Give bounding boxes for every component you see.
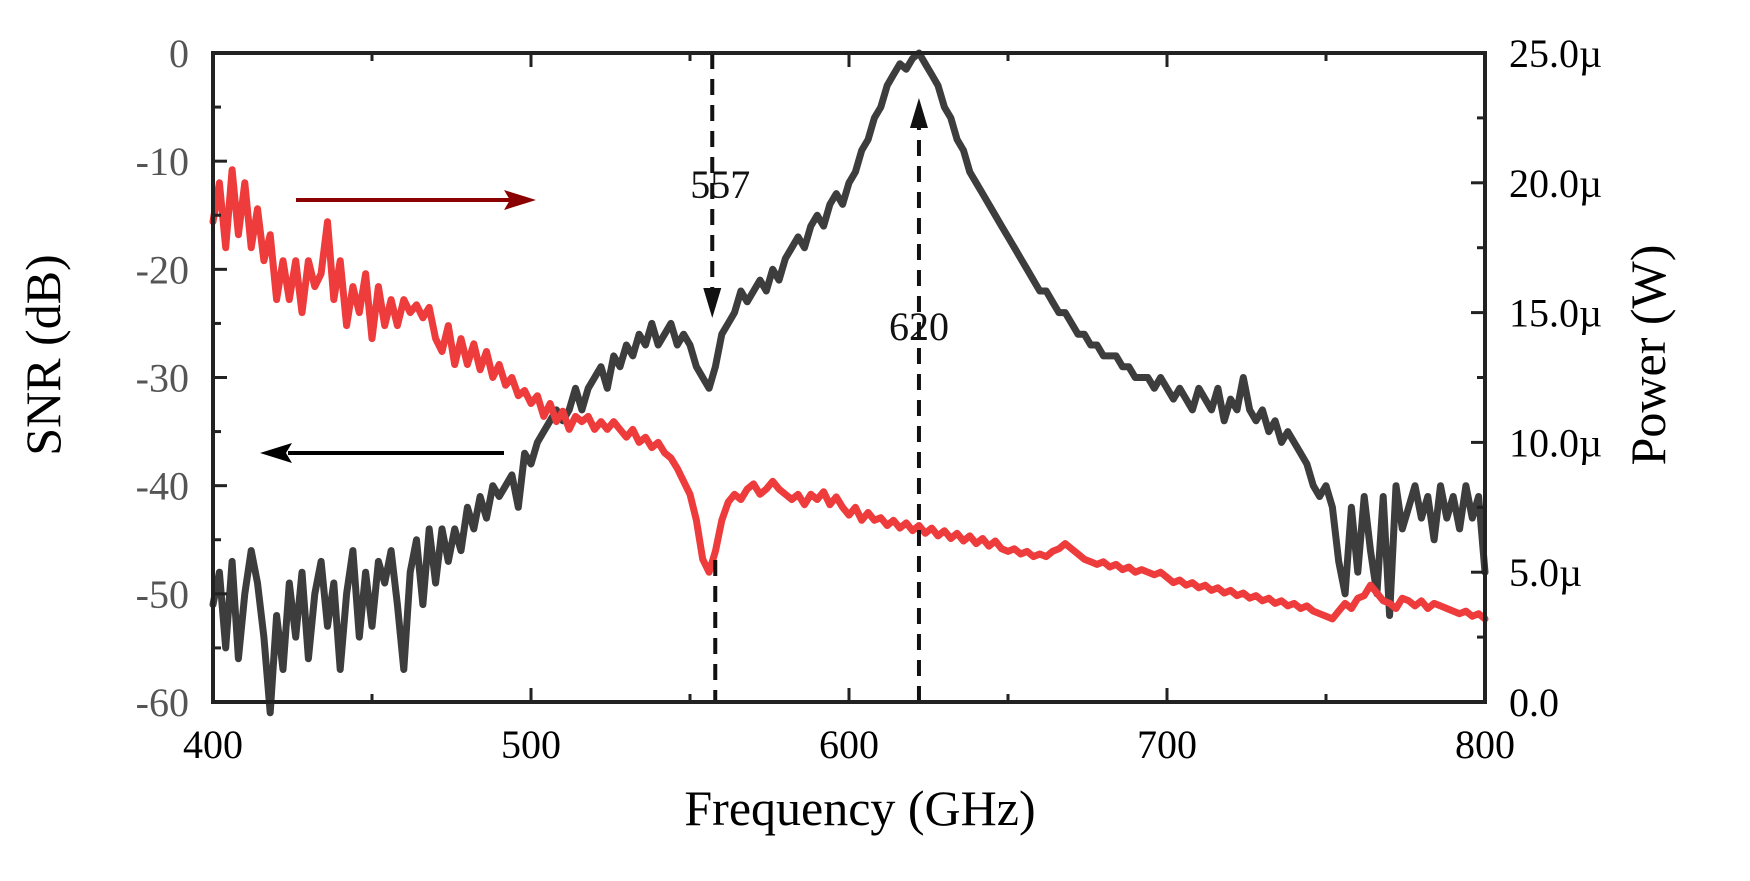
y-right-tick-label: 5.0µ <box>1509 550 1582 595</box>
x-tick-label: 700 <box>1137 722 1197 767</box>
series-line-snr <box>209 49 1489 717</box>
plot-area: 557 620 <box>209 49 1489 717</box>
y-right-tick-label: 20.0µ <box>1509 161 1602 206</box>
y-right-tick-label: 10.0µ <box>1509 420 1602 465</box>
x-tick-label: 400 <box>183 722 243 767</box>
marker-620-arrow <box>909 98 928 128</box>
power-axis-arrow <box>296 190 536 210</box>
x-tick-label: 600 <box>819 722 879 767</box>
y-left-tick-label: -60 <box>136 680 189 725</box>
annotation-620: 620 <box>889 304 949 349</box>
y-left-tick-label: -20 <box>136 247 189 292</box>
snr-axis-arrow <box>260 443 504 463</box>
y-left-axis-title: SNR (dB) <box>15 254 71 455</box>
y-right-axis-title: Power (W) <box>1620 245 1676 466</box>
y-right-tick-label: 15.0µ <box>1509 291 1602 336</box>
marker-557-arrow <box>703 288 722 318</box>
y-right-tick-label: 25.0µ <box>1509 31 1602 76</box>
y-left-tick-label: -10 <box>136 139 189 184</box>
x-axis-title: Frequency (GHz) <box>684 780 1035 836</box>
x-tick-label: 800 <box>1455 722 1515 767</box>
y-left-tick-label: -40 <box>136 464 189 509</box>
series-line-power <box>209 166 1489 623</box>
y-left-tick-label: -30 <box>136 356 189 401</box>
x-tick-label: 500 <box>501 722 561 767</box>
y-left-tick-label: -50 <box>136 572 189 617</box>
y-left-tick-label: 0 <box>169 31 189 76</box>
y-right-tick-label: 0.0 <box>1509 680 1559 725</box>
annotation-557: 557 <box>690 162 750 207</box>
